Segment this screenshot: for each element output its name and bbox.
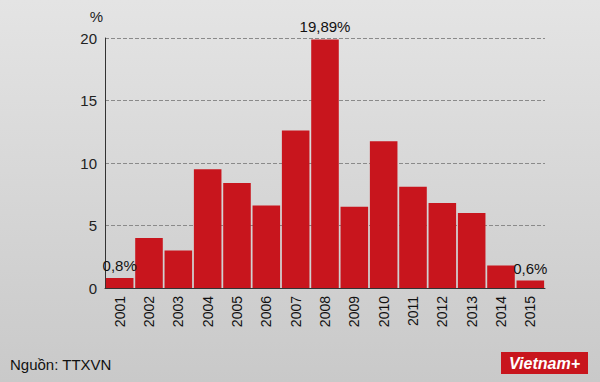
svg-text:2003: 2003 (170, 296, 186, 327)
svg-text:5: 5 (89, 217, 97, 234)
svg-text:2004: 2004 (200, 296, 216, 327)
svg-text:2011: 2011 (405, 296, 421, 326)
svg-text:%: % (90, 8, 103, 25)
svg-text:15: 15 (80, 92, 97, 109)
svg-text:20: 20 (80, 30, 97, 47)
svg-text:0,6%: 0,6% (513, 260, 547, 277)
svg-text:2014: 2014 (493, 296, 509, 327)
svg-text:2001: 2001 (112, 296, 128, 327)
svg-text:19,89%: 19,89% (300, 18, 351, 35)
svg-text:2012: 2012 (434, 296, 450, 327)
svg-text:0: 0 (89, 280, 97, 297)
svg-text:2006: 2006 (258, 296, 274, 327)
svg-text:2002: 2002 (141, 296, 157, 327)
svg-text:2010: 2010 (376, 296, 392, 327)
svg-text:10: 10 (80, 155, 97, 172)
svg-text:2005: 2005 (229, 296, 245, 327)
svg-text:2015: 2015 (522, 296, 538, 327)
svg-text:2007: 2007 (288, 296, 304, 327)
svg-text:Vietnam+: Vietnam+ (509, 355, 580, 372)
svg-text:0,8%: 0,8% (103, 257, 137, 274)
svg-text:2013: 2013 (464, 296, 480, 327)
svg-text:2009: 2009 (346, 296, 362, 327)
svg-text:2008: 2008 (317, 296, 333, 327)
svg-text:Nguồn: TTXVN: Nguồn: TTXVN (10, 356, 111, 373)
